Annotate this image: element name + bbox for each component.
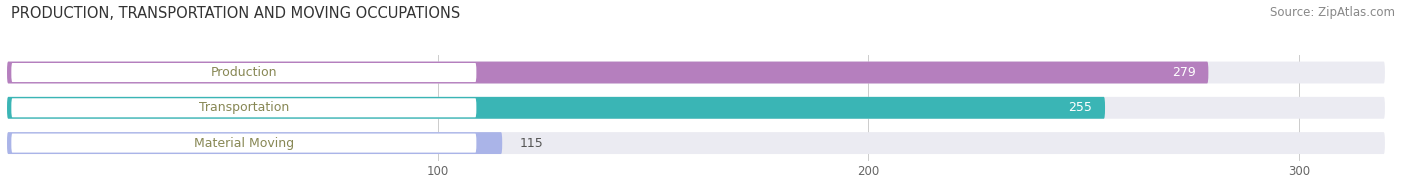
Text: Source: ZipAtlas.com: Source: ZipAtlas.com bbox=[1270, 6, 1395, 19]
FancyBboxPatch shape bbox=[7, 132, 1385, 154]
Text: Transportation: Transportation bbox=[198, 101, 290, 114]
Text: PRODUCTION, TRANSPORTATION AND MOVING OCCUPATIONS: PRODUCTION, TRANSPORTATION AND MOVING OC… bbox=[11, 6, 461, 21]
FancyBboxPatch shape bbox=[7, 132, 502, 154]
FancyBboxPatch shape bbox=[11, 63, 477, 82]
FancyBboxPatch shape bbox=[7, 97, 1105, 119]
Text: 279: 279 bbox=[1171, 66, 1195, 79]
FancyBboxPatch shape bbox=[11, 98, 477, 117]
Text: 115: 115 bbox=[519, 137, 543, 150]
FancyBboxPatch shape bbox=[7, 62, 1208, 83]
Text: Material Moving: Material Moving bbox=[194, 137, 294, 150]
FancyBboxPatch shape bbox=[7, 62, 1385, 83]
FancyBboxPatch shape bbox=[7, 97, 1385, 119]
Text: 255: 255 bbox=[1069, 101, 1092, 114]
Text: Production: Production bbox=[211, 66, 277, 79]
FancyBboxPatch shape bbox=[11, 133, 477, 153]
